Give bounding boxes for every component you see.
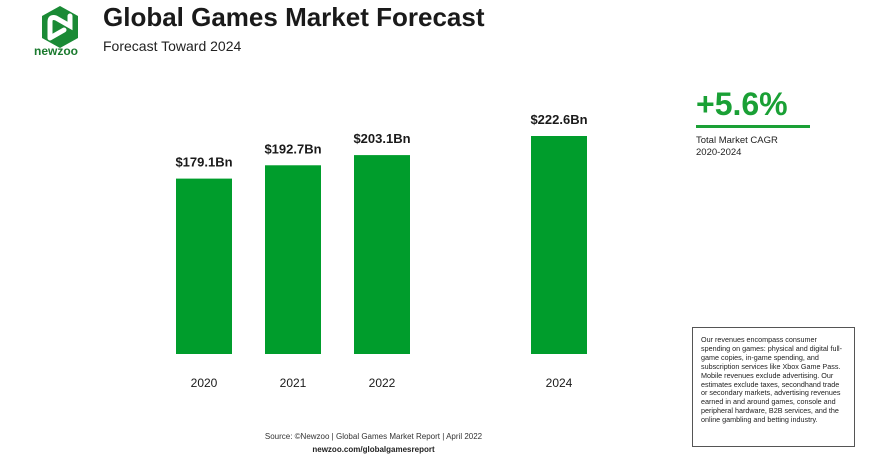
x-tick-label-2024: 2024	[546, 376, 573, 390]
cagr-label: Total Market CAGR 2020-2024	[696, 135, 816, 159]
source-url: newzoo.com/globalgamesreport	[312, 445, 435, 454]
bar-2024	[531, 136, 587, 354]
bar-2021	[265, 165, 321, 354]
x-tick-label-2021: 2021	[280, 376, 307, 390]
cagr-underline	[696, 125, 810, 128]
value-label-2020: $179.1Bn	[175, 155, 232, 170]
newzoo-logo-icon	[42, 6, 78, 48]
brand-name: newzoo	[34, 44, 78, 58]
x-tick-label-2020: 2020	[191, 376, 218, 390]
value-label-2022: $203.1Bn	[353, 131, 410, 146]
bar-2020	[176, 178, 232, 354]
chart-title: Global Games Market Forecast	[103, 2, 485, 32]
bar-2022	[354, 155, 410, 354]
methodology-note: Our revenues encompass consumer spending…	[692, 327, 855, 447]
value-label-2021: $192.7Bn	[264, 141, 321, 156]
cagr-label-line2: 2020-2024	[696, 147, 742, 158]
value-label-2024: $222.6Bn	[530, 112, 587, 127]
source-text: Source: ©Newzoo | Global Games Market Re…	[264, 432, 483, 441]
x-tick-label-2022: 2022	[369, 376, 396, 390]
chart-subtitle: Forecast Toward 2024	[103, 38, 242, 54]
cagr-value: +5.6%	[696, 86, 788, 122]
cagr-label-line1: Total Market CAGR	[696, 135, 778, 146]
